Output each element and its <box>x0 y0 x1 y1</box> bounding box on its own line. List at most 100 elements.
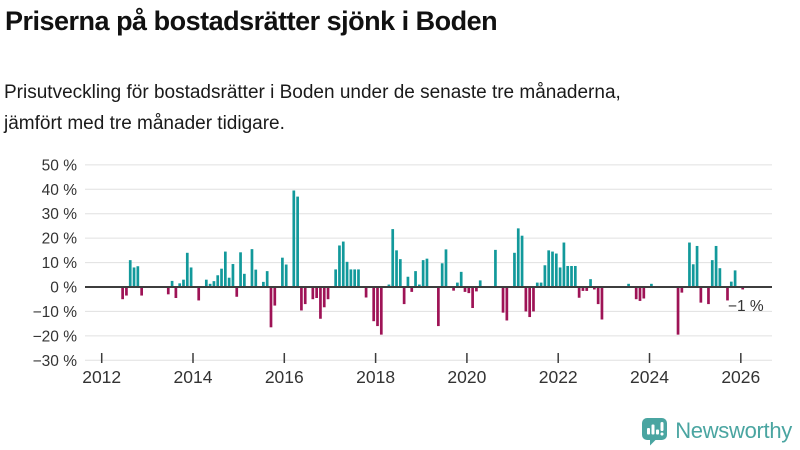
y-axis-label: 30 % <box>42 206 78 223</box>
bar <box>357 269 360 287</box>
bar <box>418 284 421 287</box>
bar <box>395 250 398 287</box>
y-axis-label: −20 % <box>33 328 78 345</box>
bar <box>573 265 577 287</box>
bar <box>189 267 193 287</box>
bar <box>444 249 448 287</box>
bar <box>296 196 299 287</box>
bar <box>182 279 185 287</box>
page-title: Priserna på bostadsrätter sjönk i Boden <box>5 6 498 36</box>
bar <box>319 287 322 319</box>
bar <box>273 287 277 306</box>
bar <box>178 283 182 287</box>
bar <box>311 287 315 300</box>
exclamation-dot <box>660 432 664 435</box>
bar <box>322 287 326 308</box>
bar <box>566 265 570 287</box>
bar <box>634 287 638 300</box>
bar <box>695 245 699 287</box>
exclamation-line <box>660 421 664 431</box>
bar <box>543 265 547 287</box>
bar <box>577 287 581 298</box>
bar <box>140 287 143 296</box>
bar <box>121 287 124 300</box>
bar <box>197 287 201 301</box>
bar <box>220 268 223 287</box>
x-axis-label: 2020 <box>447 367 486 387</box>
bar <box>204 279 208 287</box>
bar <box>741 287 745 290</box>
bar <box>478 280 482 287</box>
bar <box>539 282 543 287</box>
x-axis-label: 2026 <box>721 367 760 387</box>
bar <box>733 270 737 287</box>
bar <box>402 287 406 305</box>
bar <box>227 277 231 287</box>
bar <box>592 287 596 290</box>
bar <box>471 287 474 309</box>
bar <box>688 242 691 287</box>
bar <box>406 276 410 287</box>
bar <box>185 252 189 287</box>
bar <box>372 287 376 322</box>
bar <box>726 287 729 301</box>
bar <box>208 283 212 287</box>
bar <box>558 267 562 287</box>
y-axis-label: 40 % <box>42 182 78 199</box>
bar <box>494 249 497 287</box>
bar <box>638 287 642 301</box>
bar <box>410 287 414 292</box>
bar <box>707 287 710 305</box>
bar <box>524 287 528 312</box>
bar <box>528 287 532 318</box>
bar <box>341 241 345 287</box>
last-value-annotation: −1 % <box>728 298 764 315</box>
bar <box>269 287 273 328</box>
bar <box>364 287 368 298</box>
bar <box>456 282 459 287</box>
newsworthy-logo: Newsworthy <box>641 414 792 448</box>
bar <box>231 264 235 287</box>
newsworthy-bubble-icon <box>642 417 668 445</box>
bar <box>699 287 703 303</box>
bar <box>262 281 265 287</box>
bar <box>300 287 303 311</box>
bar <box>467 287 471 294</box>
bar <box>338 245 341 287</box>
bar <box>281 257 284 287</box>
bar <box>562 242 566 287</box>
bar <box>627 283 630 287</box>
bar <box>513 252 516 287</box>
bar <box>718 268 722 287</box>
bar <box>414 271 417 287</box>
y-axis-label: −30 % <box>33 353 78 370</box>
bar <box>284 264 288 287</box>
mini-bar-1 <box>647 427 651 434</box>
x-axis-label: 2016 <box>265 367 304 387</box>
bar <box>326 287 330 300</box>
bar <box>714 245 718 287</box>
bar <box>463 287 467 292</box>
y-axis-label: 20 % <box>42 231 78 248</box>
bar <box>547 250 551 287</box>
brand-name: Newsworthy <box>675 418 792 443</box>
bar <box>334 269 338 287</box>
bar <box>589 279 592 287</box>
bar <box>691 264 695 287</box>
bar <box>132 267 136 287</box>
x-axis-label: 2012 <box>82 367 121 387</box>
bar <box>596 287 600 305</box>
bar <box>600 287 604 320</box>
bar <box>680 287 684 293</box>
bar <box>136 266 140 287</box>
y-axis-label: −10 % <box>33 304 78 321</box>
bar <box>376 287 379 327</box>
bar <box>676 287 680 335</box>
bar <box>501 287 505 313</box>
bar <box>520 235 524 287</box>
bar <box>650 283 653 287</box>
bar <box>170 280 174 287</box>
bar <box>166 287 170 295</box>
bar <box>349 269 353 287</box>
